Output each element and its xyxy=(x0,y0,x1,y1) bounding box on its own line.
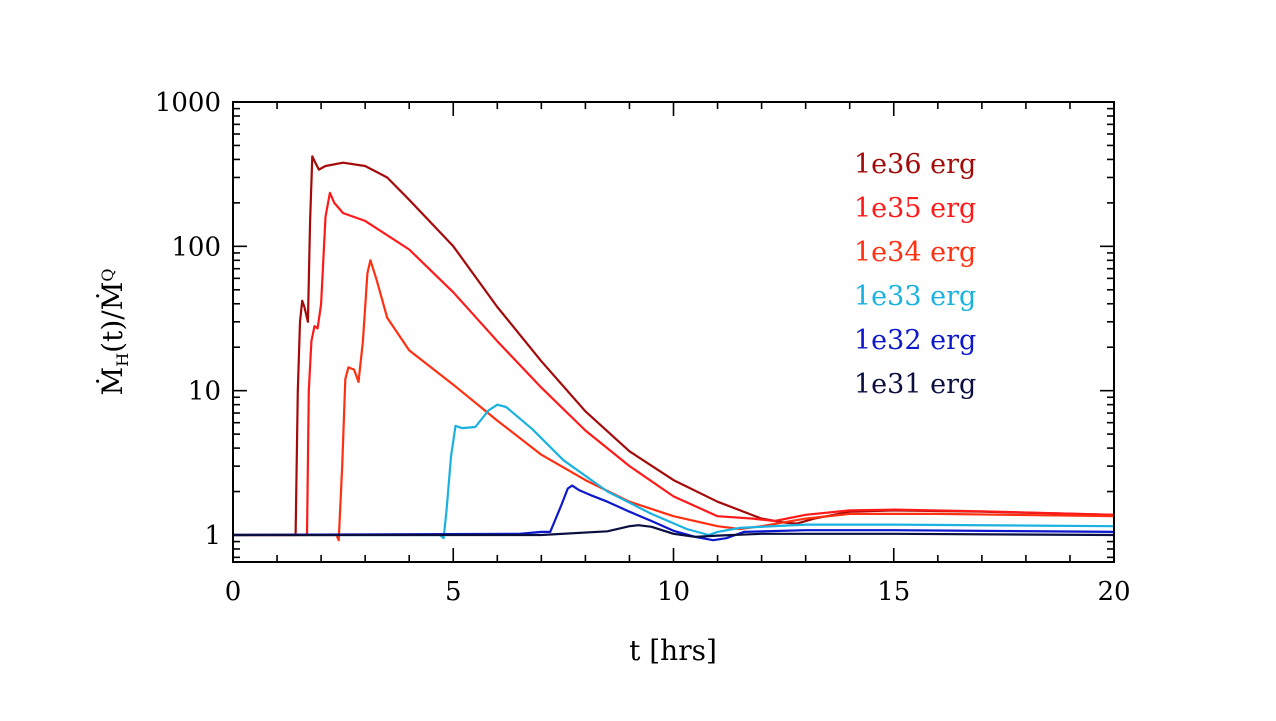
x-axis-label: t [hrs] xyxy=(629,634,717,667)
y-axis-label: ṀH(t)/ṀQ xyxy=(96,269,132,396)
series-line-3 xyxy=(233,259,1115,542)
legend: 1e36 erg 1e35 erg 1e34 erg 1e33 erg 1e32 erg… xyxy=(854,149,976,400)
y-tick-label: 1 xyxy=(204,521,221,551)
series-layer xyxy=(232,155,1115,542)
ticks-layer xyxy=(232,101,1115,562)
x-tick-label: 20 xyxy=(1097,577,1130,607)
legend-entry-3: 1e34 erg xyxy=(854,237,976,268)
series-line-6 xyxy=(233,524,1115,538)
x-tick-label: 0 xyxy=(225,577,242,607)
y-axis-label-tail: (t)/Ṁ xyxy=(96,282,129,353)
plot-frame xyxy=(232,101,1115,563)
x-tick-label: 5 xyxy=(445,577,462,607)
legend-entry-1: 1e36 erg xyxy=(854,149,976,180)
legend-entry-5: 1e32 erg xyxy=(854,325,976,356)
series-line-2 xyxy=(233,191,1115,537)
legend-entry-6: 1e31 erg xyxy=(854,369,976,400)
x-tick-label: 10 xyxy=(657,577,690,607)
y-tick-label: 10 xyxy=(188,377,221,407)
y-axis-label-sub: H xyxy=(113,353,132,367)
legend-entry-4: 1e33 erg xyxy=(854,281,976,312)
legend-entry-2: 1e35 erg xyxy=(854,193,976,224)
series-line-5 xyxy=(232,484,1115,542)
labels-layer: 0 5 10 15 20 1 10 100 1000 xyxy=(155,88,1131,607)
x-tick-label: 15 xyxy=(877,577,910,607)
y-tick-label: 1000 xyxy=(155,88,221,118)
series-line-1 xyxy=(233,155,1115,537)
y-axis-label-sup: Q xyxy=(98,269,117,282)
y-tick-label: 100 xyxy=(171,232,221,262)
y-axis-label-main: Ṁ xyxy=(96,367,129,396)
series-line-4 xyxy=(233,403,1115,540)
